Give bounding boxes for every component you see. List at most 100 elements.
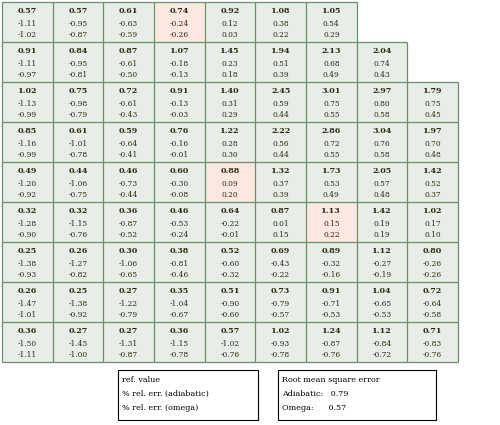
Text: -0.97: -0.97 [18,71,37,79]
Text: -0.19: -0.19 [372,271,392,279]
Text: 0.09: 0.09 [222,180,238,188]
Text: 0.55: 0.55 [323,111,340,119]
Text: -0.58: -0.58 [423,311,442,319]
Text: -0.52: -0.52 [119,231,138,239]
Text: 0.57: 0.57 [374,180,390,188]
Text: -1.27: -1.27 [68,260,87,268]
Text: 0.28: 0.28 [222,140,238,148]
Bar [52,162,104,202]
Text: 0.52: 0.52 [424,180,441,188]
Bar [204,282,256,322]
Text: 2.13: 2.13 [322,47,341,55]
Text: 0.22: 0.22 [323,231,340,239]
Text: 2.97: 2.97 [372,87,392,95]
Text: -0.26: -0.26 [170,31,189,39]
Bar [154,322,204,362]
Text: 1.12: 1.12 [372,327,392,335]
Text: 0.74: 0.74 [374,60,390,68]
Text: 0.80: 0.80 [374,100,390,108]
Text: 1.04: 1.04 [372,287,392,295]
Text: -1.06: -1.06 [68,180,87,188]
Text: -0.24: -0.24 [170,231,189,239]
Text: -0.60: -0.60 [220,260,240,268]
Text: -1.06: -1.06 [119,260,138,268]
Text: -0.22: -0.22 [271,271,290,279]
Text: 0.37: 0.37 [424,191,441,199]
Text: 3.04: 3.04 [372,127,392,135]
Text: 0.88: 0.88 [220,167,240,175]
Text: 1.22: 1.22 [220,127,240,135]
Bar [306,122,356,162]
Text: 1.05: 1.05 [322,7,341,15]
Text: 0.89: 0.89 [322,247,341,255]
Bar [256,242,306,282]
Bar [52,122,104,162]
Text: 0.76: 0.76 [374,140,390,148]
Text: 0.35: 0.35 [170,287,189,295]
Text: 0.32: 0.32 [18,207,37,215]
Text: 0.75: 0.75 [68,87,87,95]
Text: 1.97: 1.97 [423,127,442,135]
Text: -0.22: -0.22 [220,220,240,228]
Text: 2.04: 2.04 [372,47,392,55]
Bar [256,322,306,362]
Text: 1.42: 1.42 [372,207,392,215]
Bar [104,42,154,82]
Text: -0.92: -0.92 [18,191,37,199]
Text: 1.42: 1.42 [423,167,442,175]
Text: 1.40: 1.40 [220,87,240,95]
Text: -1.16: -1.16 [18,140,37,148]
Bar [356,322,408,362]
Text: -0.93: -0.93 [18,271,37,279]
Text: 0.44: 0.44 [68,167,88,175]
Text: -0.01: -0.01 [170,151,189,159]
Bar [256,82,306,122]
Text: 0.38: 0.38 [170,247,189,255]
Text: -0.76: -0.76 [322,351,341,359]
Bar [306,202,356,242]
Text: -0.65: -0.65 [372,300,392,308]
Text: -0.99: -0.99 [18,111,37,119]
Text: 0.15: 0.15 [272,231,289,239]
Text: 0.12: 0.12 [222,20,238,28]
Text: 0.72: 0.72 [323,140,340,148]
Bar [204,122,256,162]
Text: -0.84: -0.84 [372,340,392,348]
Bar [2,2,52,42]
Text: Omega:      0.57: Omega: 0.57 [282,404,346,412]
Text: 0.29: 0.29 [222,111,238,119]
Text: 0.71: 0.71 [423,327,442,335]
Text: 0.46: 0.46 [170,207,189,215]
Text: 0.49: 0.49 [18,167,37,175]
Bar [104,322,154,362]
Bar [52,322,104,362]
Text: -0.61: -0.61 [119,100,138,108]
Text: 0.38: 0.38 [272,20,289,28]
Text: -0.93: -0.93 [271,340,290,348]
Text: -1.20: -1.20 [18,180,37,188]
Text: 0.03: 0.03 [222,31,238,39]
Text: -0.90: -0.90 [18,231,37,239]
Bar [408,122,458,162]
Text: 0.80: 0.80 [423,247,442,255]
Text: -0.43: -0.43 [271,260,290,268]
Text: -1.11: -1.11 [18,351,37,359]
Bar [356,82,408,122]
Text: 0.31: 0.31 [222,100,238,108]
Bar [154,42,204,82]
Text: 0.27: 0.27 [68,327,87,335]
Text: 0.39: 0.39 [272,191,289,199]
Bar [306,322,356,362]
Bar [2,162,52,202]
Text: 0.84: 0.84 [68,47,87,55]
Text: 0.70: 0.70 [424,140,441,148]
Text: 0.73: 0.73 [271,287,290,295]
Text: 0.45: 0.45 [424,111,441,119]
Text: 2.45: 2.45 [271,87,290,95]
Text: 2.22: 2.22 [271,127,290,135]
Text: -0.53: -0.53 [322,311,341,319]
Bar [52,242,104,282]
Text: -1.28: -1.28 [18,220,37,228]
Text: -0.82: -0.82 [68,271,87,279]
Bar [204,322,256,362]
